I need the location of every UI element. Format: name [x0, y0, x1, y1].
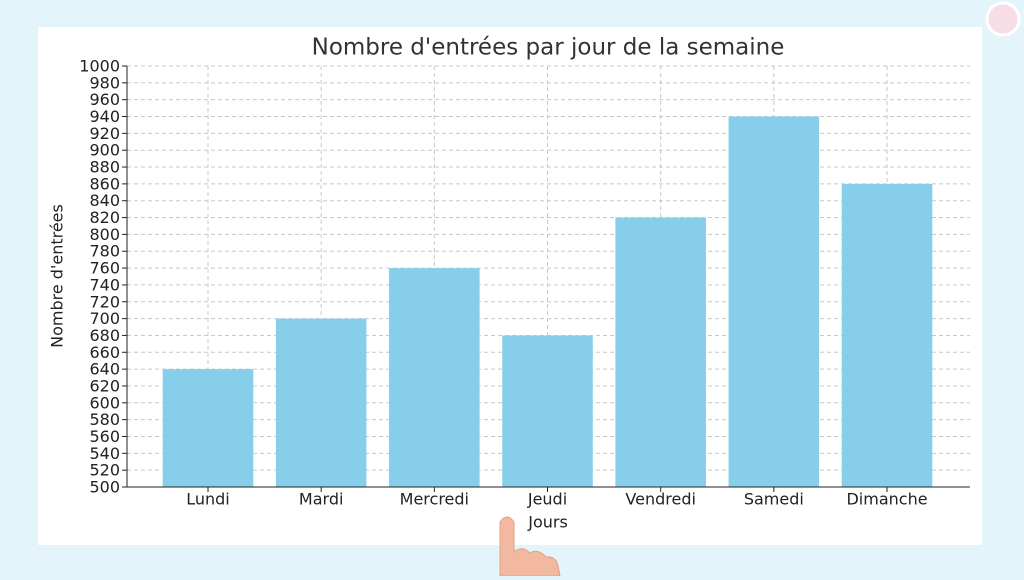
- y-tick-label: 700: [89, 309, 120, 328]
- y-tick-label: 880: [89, 158, 120, 177]
- y-tick-label: 620: [89, 376, 120, 395]
- y-tick-label: 760: [89, 259, 120, 278]
- x-tick-label: Mercredi: [400, 490, 469, 509]
- y-tick-label: 500: [89, 478, 120, 497]
- y-tick-label: 540: [89, 444, 120, 463]
- y-tick-label: 920: [89, 124, 120, 143]
- pointer-hand: [499, 516, 561, 577]
- x-tick-label: Vendredi: [625, 490, 696, 509]
- y-tick-label: 840: [89, 191, 120, 210]
- bar: [502, 335, 593, 487]
- x-tick-label: Jeudi: [527, 490, 567, 509]
- y-tick-label: 780: [89, 242, 120, 261]
- y-tick-label: 980: [89, 73, 120, 92]
- y-tick-label: 820: [89, 208, 120, 227]
- y-tick-label: 600: [89, 393, 120, 412]
- logo: [985, 1, 1021, 37]
- y-tick-label: 800: [89, 225, 120, 244]
- y-tick-label: 520: [89, 461, 120, 480]
- x-tick-label: Samedi: [744, 490, 804, 509]
- bar: [389, 268, 480, 487]
- y-tick-label: 640: [89, 360, 120, 379]
- y-tick-label: 900: [89, 141, 120, 160]
- x-tick-label: Dimanche: [846, 490, 927, 509]
- y-tick-label: 740: [89, 275, 120, 294]
- y-tick-label: 560: [89, 427, 120, 446]
- bar: [728, 116, 820, 488]
- bar: [275, 318, 367, 487]
- bar: [162, 369, 254, 487]
- y-tick-label: 940: [89, 107, 120, 126]
- bar: [615, 217, 706, 487]
- x-axis-label: Jours: [527, 513, 568, 532]
- x-tick-label: Lundi: [186, 490, 230, 509]
- y-tick-label: 720: [89, 292, 120, 311]
- bar: [841, 183, 933, 487]
- y-tick-label: 960: [89, 90, 120, 109]
- y-tick-label: 680: [89, 326, 120, 345]
- chart-title: Nombre d'entrées par jour de la semaine: [312, 35, 785, 61]
- y-axis-label: Nombre d'entrées: [48, 204, 67, 348]
- y-tick-label: 580: [89, 410, 120, 429]
- y-tick-label: 860: [89, 174, 120, 193]
- y-tick-label: 1000: [79, 57, 120, 76]
- x-tick-label: Mardi: [299, 490, 344, 509]
- y-tick-label: 660: [89, 343, 120, 362]
